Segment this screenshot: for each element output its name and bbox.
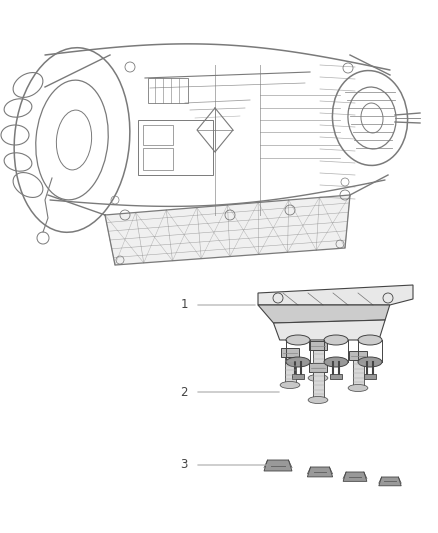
- Ellipse shape: [308, 375, 328, 382]
- FancyBboxPatch shape: [353, 360, 364, 388]
- FancyBboxPatch shape: [281, 348, 299, 357]
- Polygon shape: [264, 460, 292, 471]
- FancyBboxPatch shape: [285, 357, 296, 385]
- Polygon shape: [273, 320, 385, 340]
- Ellipse shape: [280, 382, 300, 389]
- FancyBboxPatch shape: [309, 363, 327, 372]
- Polygon shape: [379, 477, 401, 486]
- Ellipse shape: [324, 335, 348, 345]
- Ellipse shape: [286, 357, 310, 367]
- Text: 2: 2: [180, 385, 188, 399]
- FancyBboxPatch shape: [312, 372, 324, 400]
- Polygon shape: [343, 472, 367, 481]
- Text: 3: 3: [180, 458, 188, 472]
- Ellipse shape: [308, 397, 328, 403]
- Polygon shape: [258, 285, 413, 305]
- FancyBboxPatch shape: [312, 350, 324, 378]
- Ellipse shape: [358, 357, 382, 367]
- FancyBboxPatch shape: [309, 341, 327, 350]
- Polygon shape: [307, 467, 332, 477]
- Text: 1: 1: [180, 298, 188, 311]
- FancyBboxPatch shape: [330, 374, 342, 379]
- Ellipse shape: [286, 335, 310, 345]
- FancyBboxPatch shape: [349, 351, 367, 360]
- FancyBboxPatch shape: [364, 374, 376, 379]
- Polygon shape: [258, 305, 390, 323]
- Polygon shape: [105, 195, 350, 265]
- FancyBboxPatch shape: [292, 374, 304, 379]
- Ellipse shape: [358, 335, 382, 345]
- Ellipse shape: [324, 357, 348, 367]
- Ellipse shape: [348, 384, 368, 392]
